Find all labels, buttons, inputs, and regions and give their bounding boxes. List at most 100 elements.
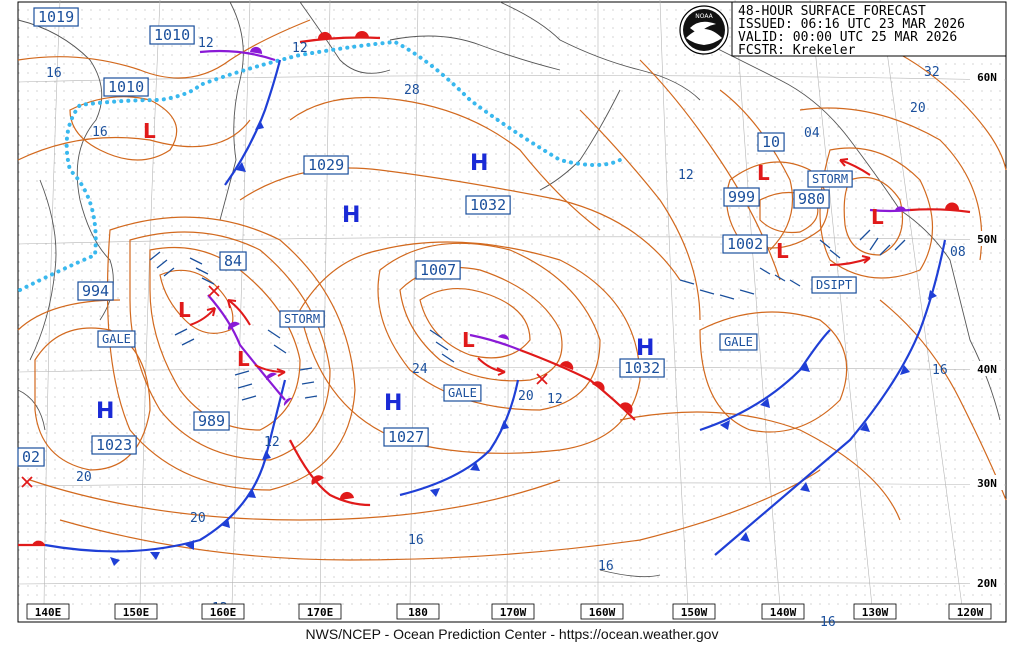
longitude-axis: 140E 150E 160E 170E 180 170W 160W 150W 140W 130W 1… <box>26 603 992 620</box>
occluded-front-symbols <box>227 46 906 406</box>
longitude-tick-box <box>26 603 70 620</box>
pressure-label: 1027 <box>383 427 429 447</box>
pressure-label: 989 <box>193 411 230 431</box>
high-pressure-label: H <box>470 151 488 176</box>
longitude-tick-box <box>580 603 624 620</box>
high-pressure-label: H <box>96 399 114 424</box>
low-labels: L L L L L L L <box>143 119 884 371</box>
longitude-tick-box <box>491 603 535 620</box>
longitude-tick-label: 120W <box>957 606 984 619</box>
warning-label: DSIPT <box>811 276 857 294</box>
pressure-label-text: 1023 <box>96 436 132 454</box>
header-line-issued: ISSUED: 06:16 UTC 23 MAR 2026 <box>738 17 965 32</box>
latitude-tick-label: 30N <box>977 477 997 490</box>
longitude-tick-box <box>201 603 245 620</box>
pressure-label-box <box>757 132 785 152</box>
pressure-label-box <box>103 77 149 97</box>
pressure-label-box <box>303 155 349 175</box>
pressure-label-box <box>723 187 760 207</box>
low-pressure-label: L <box>237 347 250 371</box>
longitude-tick-box <box>853 603 897 620</box>
latitude-tick-label: 20N <box>977 577 997 590</box>
warning-labels: GALE STORM GALE GALE STORM DSIPT <box>97 170 857 402</box>
pressure-label: 1019 <box>33 7 79 27</box>
pressure-label: 1010 <box>103 77 149 97</box>
pressure-label-box <box>219 251 247 271</box>
high-pressure-label: H <box>384 391 402 416</box>
pressure-label-box <box>415 260 461 280</box>
longitude-tick-label: 140E <box>35 606 62 619</box>
high-labels: H H H H H <box>96 151 654 424</box>
storm-motion-arrows <box>189 158 871 377</box>
dotted-grid <box>18 2 1006 606</box>
pressure-label-text: 1029 <box>308 156 344 174</box>
latitude-tick-box <box>970 575 1004 590</box>
latitude-tick-label: 60N <box>977 71 997 84</box>
pressure-label-text: 1010 <box>108 78 144 96</box>
pressure-label-box <box>77 281 114 301</box>
longitude-tick-box <box>761 603 805 620</box>
longitude-tick-label: 160E <box>210 606 237 619</box>
isobar-value-label: 12 <box>292 41 308 56</box>
isobar-value-label: 12 <box>198 36 214 51</box>
header-line-valid: VALID: 00:00 UTC 25 MAR 2026 <box>738 30 957 45</box>
longitude-tick-box <box>948 603 992 620</box>
pressure-label: 10 <box>757 132 785 152</box>
isobar-value-label: 20 <box>190 511 206 526</box>
pressure-label-text: 1019 <box>38 8 74 26</box>
latitude-tick-box <box>970 69 1004 84</box>
longitude-tick-label: 150W <box>681 606 708 619</box>
longitude-tick-label: 170W <box>500 606 527 619</box>
forecast-header: 48-HOUR SURFACE FORECAST ISSUED: 06:16 U… <box>731 1 1007 58</box>
latitude-tick-box <box>970 231 1004 246</box>
pressure-label: 999 <box>723 187 760 207</box>
longitude-tick-label: 150E <box>123 606 150 619</box>
pressure-label: 1007 <box>415 260 461 280</box>
warning-label-box <box>97 330 136 348</box>
pressure-label-text: 989 <box>198 412 225 430</box>
pressure-label-text: 1032 <box>470 196 506 214</box>
pressure-label: 84 <box>219 251 247 271</box>
isobar-value-label: 28 <box>404 83 420 98</box>
warm-front-bumps <box>32 31 960 545</box>
pressure-label: 994 <box>77 281 114 301</box>
warning-label-box <box>443 384 482 402</box>
longitude-tick-box <box>298 603 342 620</box>
high-pressure-label: H <box>636 336 654 361</box>
coastlines <box>17 1 1001 578</box>
warning-label-text: STORM <box>812 172 848 186</box>
isobar-value-label: 32 <box>924 65 940 80</box>
pressure-label-text: 994 <box>82 282 109 300</box>
high-pressure-label: H <box>342 203 360 228</box>
isobar-value-label: 20 <box>518 389 534 404</box>
longitude-tick-box <box>672 603 716 620</box>
pressure-label-box <box>465 195 511 215</box>
isobar-labels: 1612161228120432200816242012201620161212… <box>46 36 966 630</box>
warning-label: GALE <box>97 330 136 348</box>
pressure-label: 980 <box>793 189 830 209</box>
pressure-label-text: 1027 <box>388 428 424 446</box>
isobar-value-label: 16 <box>408 533 424 548</box>
latitude-tick-box <box>970 475 1004 490</box>
warning-label-text: GALE <box>724 335 753 349</box>
longitude-tick-label: 160W <box>589 606 616 619</box>
pressure-label-box <box>193 411 230 431</box>
pressure-label-text: 1007 <box>420 261 456 279</box>
pressure-label-box <box>91 435 137 455</box>
low-pressure-label: L <box>462 328 475 352</box>
warning-label-text: STORM <box>284 312 320 326</box>
longitude-tick-box <box>396 603 440 620</box>
low-pressure-label: L <box>178 298 191 322</box>
warning-label: STORM <box>279 310 325 328</box>
pressure-label: 1023 <box>91 435 137 455</box>
latitude-tick-label: 40N <box>977 363 997 376</box>
longitude-tick-label: 170E <box>307 606 334 619</box>
cold-front-barbs <box>110 120 937 566</box>
longitude-tick-label: 140W <box>770 606 797 619</box>
isobar-value-label: 12 <box>547 392 563 407</box>
isobar-value-label: 20 <box>910 101 926 116</box>
pressure-label-box <box>33 7 79 27</box>
warning-label: GALE <box>719 333 758 351</box>
pressure-label-box <box>722 234 768 254</box>
